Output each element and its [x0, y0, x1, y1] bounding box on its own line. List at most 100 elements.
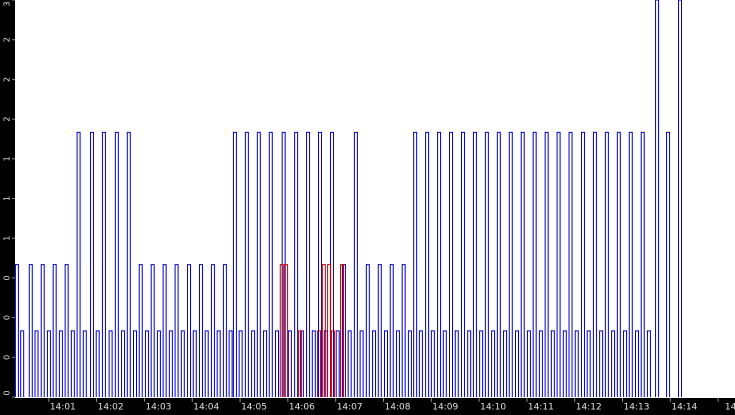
pulse — [321, 264, 326, 397]
pulse — [232, 131, 237, 397]
pulse — [318, 131, 323, 397]
x-tick-label: 14:05 — [241, 403, 267, 413]
pulse — [496, 131, 501, 397]
pulse — [156, 330, 161, 397]
pulse — [204, 330, 209, 397]
y-tick-label: 2 — [3, 37, 12, 42]
pulse — [174, 264, 179, 397]
pulse — [70, 330, 75, 397]
pulse — [377, 264, 382, 397]
pulse — [389, 264, 394, 397]
pulse — [556, 131, 561, 397]
pulse — [640, 131, 645, 397]
y-tick-label: 2 — [3, 77, 12, 82]
pulse — [353, 131, 358, 397]
pulse — [251, 330, 256, 397]
x-tick-label: 14:11 — [528, 403, 554, 413]
pulse — [256, 131, 261, 397]
pulse — [425, 131, 430, 397]
pulse — [646, 330, 651, 397]
pulse — [40, 264, 45, 397]
pulse — [520, 131, 525, 397]
pulse — [634, 330, 639, 397]
pulse — [20, 330, 25, 397]
pulse — [340, 264, 345, 397]
pulse — [407, 330, 412, 397]
pulse — [514, 330, 519, 397]
pulse — [95, 330, 100, 397]
pulse — [628, 131, 633, 397]
pulse — [454, 330, 459, 397]
pulse — [228, 330, 233, 397]
pulse — [365, 264, 370, 397]
x-tick-label: 14:04 — [193, 403, 219, 413]
pulse — [604, 131, 609, 397]
pulse — [442, 330, 447, 397]
y-tick-label: 2 — [3, 117, 12, 122]
pulse — [418, 330, 423, 397]
pulse — [34, 330, 39, 397]
y-axis-strip — [0, 0, 15, 415]
x-tick-label: 14:12 — [576, 403, 602, 413]
x-tick-label: 14:09 — [432, 403, 458, 413]
pulse — [568, 131, 573, 397]
pulse — [437, 131, 442, 397]
pulse — [655, 0, 660, 397]
pulse — [287, 330, 292, 397]
x-tick-label: 14:06 — [289, 403, 315, 413]
pulse — [138, 264, 143, 397]
y-tick-label: 0 — [3, 315, 12, 320]
pulse — [52, 264, 57, 397]
pulse — [401, 264, 406, 397]
pulse — [678, 0, 683, 397]
y-tick-label: 1 — [3, 196, 12, 201]
x-axis-strip — [0, 398, 735, 415]
pulse — [64, 264, 69, 397]
pulse — [274, 330, 279, 397]
pulse — [144, 330, 149, 397]
pulse — [623, 330, 628, 397]
pulse — [330, 330, 335, 397]
pulse — [82, 330, 87, 397]
x-tick-label: 14:07 — [337, 403, 363, 413]
x-tick-label: 14:08 — [385, 403, 411, 413]
pulse — [532, 131, 537, 397]
pulse — [479, 330, 484, 397]
pulse — [460, 131, 465, 397]
pulse — [279, 264, 284, 397]
pulse — [484, 131, 489, 397]
pulse — [162, 264, 167, 397]
pulse — [508, 131, 513, 397]
pulse — [592, 131, 597, 397]
pulse — [580, 131, 585, 397]
pulse — [58, 330, 63, 397]
pulse — [222, 264, 227, 397]
pulse — [467, 330, 472, 397]
pulse — [187, 264, 192, 397]
x-tick-label: 14:14 — [671, 403, 697, 413]
pulse — [121, 330, 126, 397]
pulse — [192, 330, 197, 397]
x-tick-label: 14:03 — [145, 403, 171, 413]
y-tick-label: 3 — [3, 1, 12, 6]
pulse — [372, 330, 377, 397]
y-tick-label: 0 — [3, 355, 12, 360]
pulse — [666, 131, 671, 397]
pulse — [562, 330, 567, 397]
pulse — [347, 330, 352, 397]
pulse — [294, 131, 299, 397]
pulse — [150, 264, 155, 397]
pulse — [599, 330, 604, 397]
pulse — [449, 131, 454, 397]
x-tick-label: 14:02 — [98, 403, 124, 413]
pulse — [180, 330, 185, 397]
pulse — [586, 330, 591, 397]
x-tick-label: 14:01 — [50, 403, 76, 413]
pulse — [327, 264, 332, 397]
pulse — [359, 330, 364, 397]
pulse — [76, 131, 81, 397]
pulse — [317, 330, 322, 397]
pulse — [306, 131, 311, 397]
pulse — [114, 131, 119, 397]
pulse — [14, 264, 19, 397]
